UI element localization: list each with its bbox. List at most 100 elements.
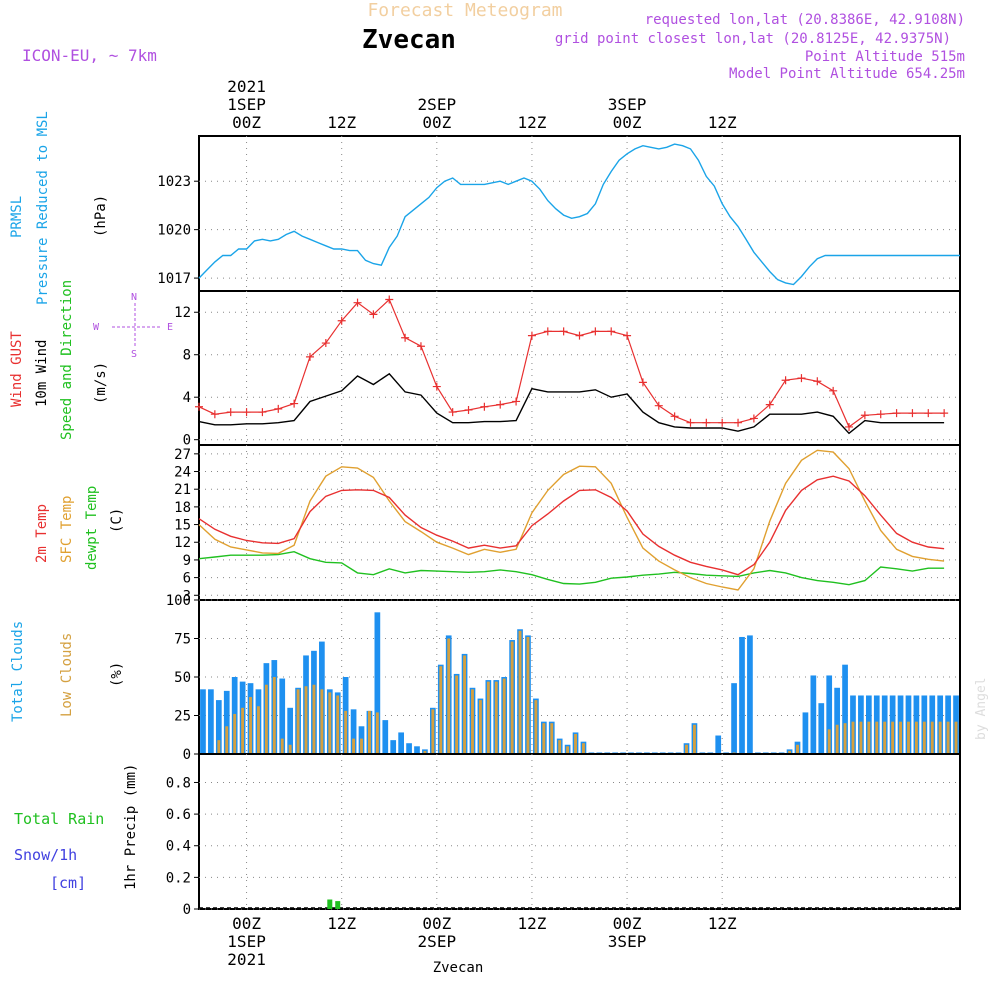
bottom-time-label: 12Z	[327, 914, 356, 933]
low-cloud-bar	[225, 726, 229, 754]
gust-marker	[464, 405, 473, 414]
temp-ytick-label: 12	[174, 535, 191, 551]
pressure-ytick-label: 1017	[157, 271, 191, 287]
gust-marker	[305, 352, 314, 361]
top-day-label: 1SEP	[227, 95, 266, 114]
bottom-day-label: 1SEP	[227, 932, 266, 951]
top-time-label: 00Z	[422, 113, 451, 132]
gust-marker	[654, 401, 663, 410]
low-cloud-bar	[542, 723, 546, 754]
temp-ytick-label: 15	[174, 518, 191, 534]
precip-unit: 1hr Precip (mm)	[123, 764, 139, 890]
gust-marker	[607, 327, 616, 336]
prmsl-long-label: Pressure Reduced to MSL	[35, 111, 51, 305]
wind-ytick-label: 4	[183, 390, 191, 406]
wind-ytick-label: 0	[183, 433, 191, 449]
footer-location: Zvecan	[433, 960, 484, 976]
cm-label: [cm]	[50, 874, 86, 892]
location-name: Zvecan	[362, 25, 456, 55]
gust-marker	[448, 408, 457, 417]
top-time-label: 12Z	[517, 113, 546, 132]
model-name: ICON-EU, ~ 7km	[22, 46, 157, 65]
pressure-unit: (hPa)	[93, 195, 109, 237]
low-cloud-bar	[558, 740, 562, 754]
gust-marker	[734, 418, 743, 427]
gust-marker	[242, 408, 251, 417]
gust-marker	[702, 418, 711, 427]
gust-marker	[321, 339, 330, 348]
chart-title: Forecast Meteogram	[367, 0, 562, 21]
gust-marker	[892, 409, 901, 418]
total-cloud-bar	[287, 707, 294, 754]
low-cloud-bar	[352, 738, 356, 754]
gust-marker	[274, 404, 283, 413]
low-cloud-bar	[914, 721, 918, 754]
top-time-label: 12Z	[327, 113, 356, 132]
compass-s: S	[131, 349, 137, 360]
temp-ytick-label: 24	[174, 465, 191, 481]
low-cloud-bar	[375, 712, 379, 754]
gust-marker	[527, 331, 536, 340]
low-cloud-bar	[486, 681, 490, 754]
total-cloud-bar	[739, 636, 745, 754]
pressure-frame	[198, 135, 961, 292]
bottom-time-label: 00Z	[422, 914, 451, 933]
gust-marker	[749, 414, 758, 423]
pressure-line	[198, 143, 960, 286]
gust-marker	[559, 327, 568, 336]
precip-ytick-label: 0.2	[166, 870, 191, 886]
low-cloud-bar	[946, 721, 950, 754]
pressure-labels: PRMSL Pressure Reduced to MSL (hPa)	[9, 111, 109, 305]
dewpt-line	[198, 550, 945, 586]
low-cloud-bar	[582, 743, 585, 754]
temp-unit: (C)	[109, 508, 125, 533]
low-cloud-bar	[566, 746, 570, 754]
low-cloud-bar	[875, 721, 879, 754]
top-day-label: 2SEP	[418, 95, 457, 114]
bottom-time-label: 12Z	[708, 914, 737, 933]
low-cloud-label: Low Clouds	[59, 633, 75, 717]
compass-n: N	[131, 292, 137, 303]
total-cloud-bar	[747, 635, 753, 754]
low-cloud-bar	[264, 684, 268, 754]
low-cloud-bar	[320, 689, 324, 754]
total-cloud-bar	[818, 703, 825, 754]
low-cloud-bar	[336, 695, 340, 754]
precip-ytick-label: 0.4	[166, 839, 191, 855]
total-cloud-bar	[350, 709, 357, 754]
temp-labels: 2m Temp SFC Temp dewpt Temp (C)	[34, 486, 125, 570]
precip-labels: Total Rain Snow/1h [cm] 1hr Precip (mm)	[14, 764, 139, 892]
low-cloud-bar	[280, 738, 284, 754]
top-time-label: 00Z	[613, 113, 642, 132]
low-cloud-bar	[550, 723, 554, 754]
gust-marker	[401, 333, 410, 342]
low-cloud-bar	[304, 686, 308, 754]
cloud-panel: 0 25 50 75 100	[166, 593, 961, 763]
gust-marker	[210, 410, 219, 419]
gust-marker	[829, 386, 838, 395]
total-cloud-bar	[715, 735, 722, 754]
total-cloud-bar	[810, 675, 817, 754]
precip-ytick-label: 0.8	[166, 775, 191, 791]
total-cloud-bar	[842, 664, 848, 754]
low-cloud-bar	[478, 700, 482, 754]
gust-marker	[353, 298, 362, 307]
total-cloud-bar	[834, 687, 840, 754]
low-cloud-bar	[883, 721, 887, 754]
gust-marker	[512, 397, 521, 406]
cloud-unit: (%)	[109, 662, 125, 687]
gust-line	[198, 298, 945, 428]
gridpoint-coords: grid point closest lon,lat (20.8125E, 42…	[555, 31, 951, 47]
gust-marker	[432, 382, 441, 391]
gust-marker	[765, 400, 774, 409]
total-cloud-bar	[731, 683, 737, 754]
bottom-time-label: 12Z	[517, 914, 546, 933]
pressure-panel: 1017 1020 1023	[157, 135, 961, 292]
temp-ytick-label: 27	[174, 447, 191, 463]
gust-marker	[591, 327, 600, 336]
total-cloud-bar	[279, 678, 286, 754]
gust-marker	[369, 310, 378, 319]
rain-bar	[335, 901, 341, 909]
